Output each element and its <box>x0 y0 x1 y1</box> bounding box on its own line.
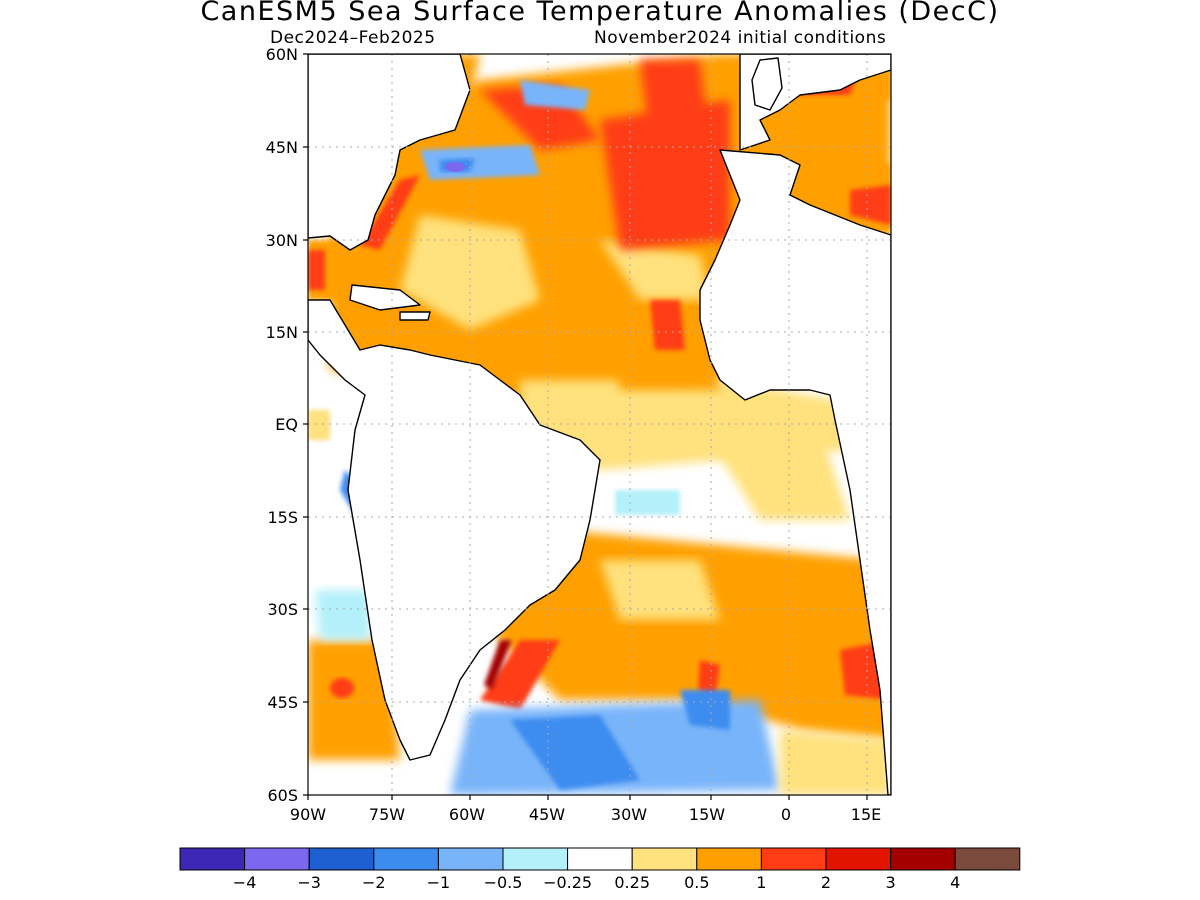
legend-label: −3 <box>297 873 321 892</box>
legend-label: −4 <box>233 873 257 892</box>
lon-label: 90W <box>290 805 326 824</box>
legend-swatch <box>760 847 827 871</box>
legend-label: 3 <box>886 873 896 892</box>
lat-label: 15S <box>267 508 298 527</box>
colorbar-legend: −4 −3 −2 −1 −0.5 −0.25 0.25 0.5 1 2 3 4 <box>179 847 1021 892</box>
lat-label: 15N <box>266 323 298 342</box>
legend-swatch <box>890 847 956 871</box>
lon-label: 45W <box>529 805 565 824</box>
lat-label: 60S <box>267 786 298 805</box>
lon-label: 15E <box>851 805 881 824</box>
legend-label: −2 <box>362 873 386 892</box>
legend-label: 0.5 <box>684 873 709 892</box>
legend-swatch <box>954 847 1021 871</box>
lon-label: 0 <box>781 805 791 824</box>
lat-label: 30N <box>266 231 298 250</box>
legend-swatch <box>373 847 439 871</box>
lat-label: 30S <box>267 600 298 619</box>
legend-label: −0.5 <box>484 873 523 892</box>
legend-swatch <box>244 847 310 871</box>
lon-label: 30W <box>611 805 647 824</box>
map-title: CanESM5 Sea Surface Temperature Anomalie… <box>200 0 1000 27</box>
lat-label: EQ <box>275 415 298 434</box>
legend-swatch <box>567 847 633 871</box>
legend-swatch <box>502 847 569 871</box>
lon-label: 15W <box>689 805 725 824</box>
lon-label: 60W <box>449 805 485 824</box>
legend-swatch <box>308 847 375 871</box>
initial-conditions-label: November2024 initial conditions <box>594 28 887 48</box>
sst-anomaly-field <box>308 54 891 795</box>
legend-label: 1 <box>756 873 766 892</box>
longitude-labels: 90W 75W 60W 45W 30W 15W 0 15E <box>290 805 881 824</box>
latitude-labels: 60N 45N 30N 15N EQ 15S 30S 45S 60S <box>266 45 298 805</box>
lon-label: 75W <box>369 805 405 824</box>
legend-swatch <box>179 847 246 871</box>
legend-swatch <box>825 847 892 871</box>
legend-label: 2 <box>821 873 831 892</box>
graticule <box>308 54 891 795</box>
legend-label: −0.25 <box>543 873 592 892</box>
lat-label: 45N <box>266 138 298 157</box>
landmasses <box>308 54 891 795</box>
legend-swatch <box>696 847 762 871</box>
legend-label: 0.25 <box>614 873 650 892</box>
lat-label: 45S <box>267 693 298 712</box>
axis-ticks <box>303 53 868 800</box>
lat-label: 60N <box>266 45 298 64</box>
season-label: Dec2024–Feb2025 <box>270 28 436 48</box>
legend-swatch <box>437 847 504 871</box>
legend-swatch <box>631 847 698 871</box>
legend-label: −1 <box>427 873 451 892</box>
legend-label: 4 <box>950 873 960 892</box>
